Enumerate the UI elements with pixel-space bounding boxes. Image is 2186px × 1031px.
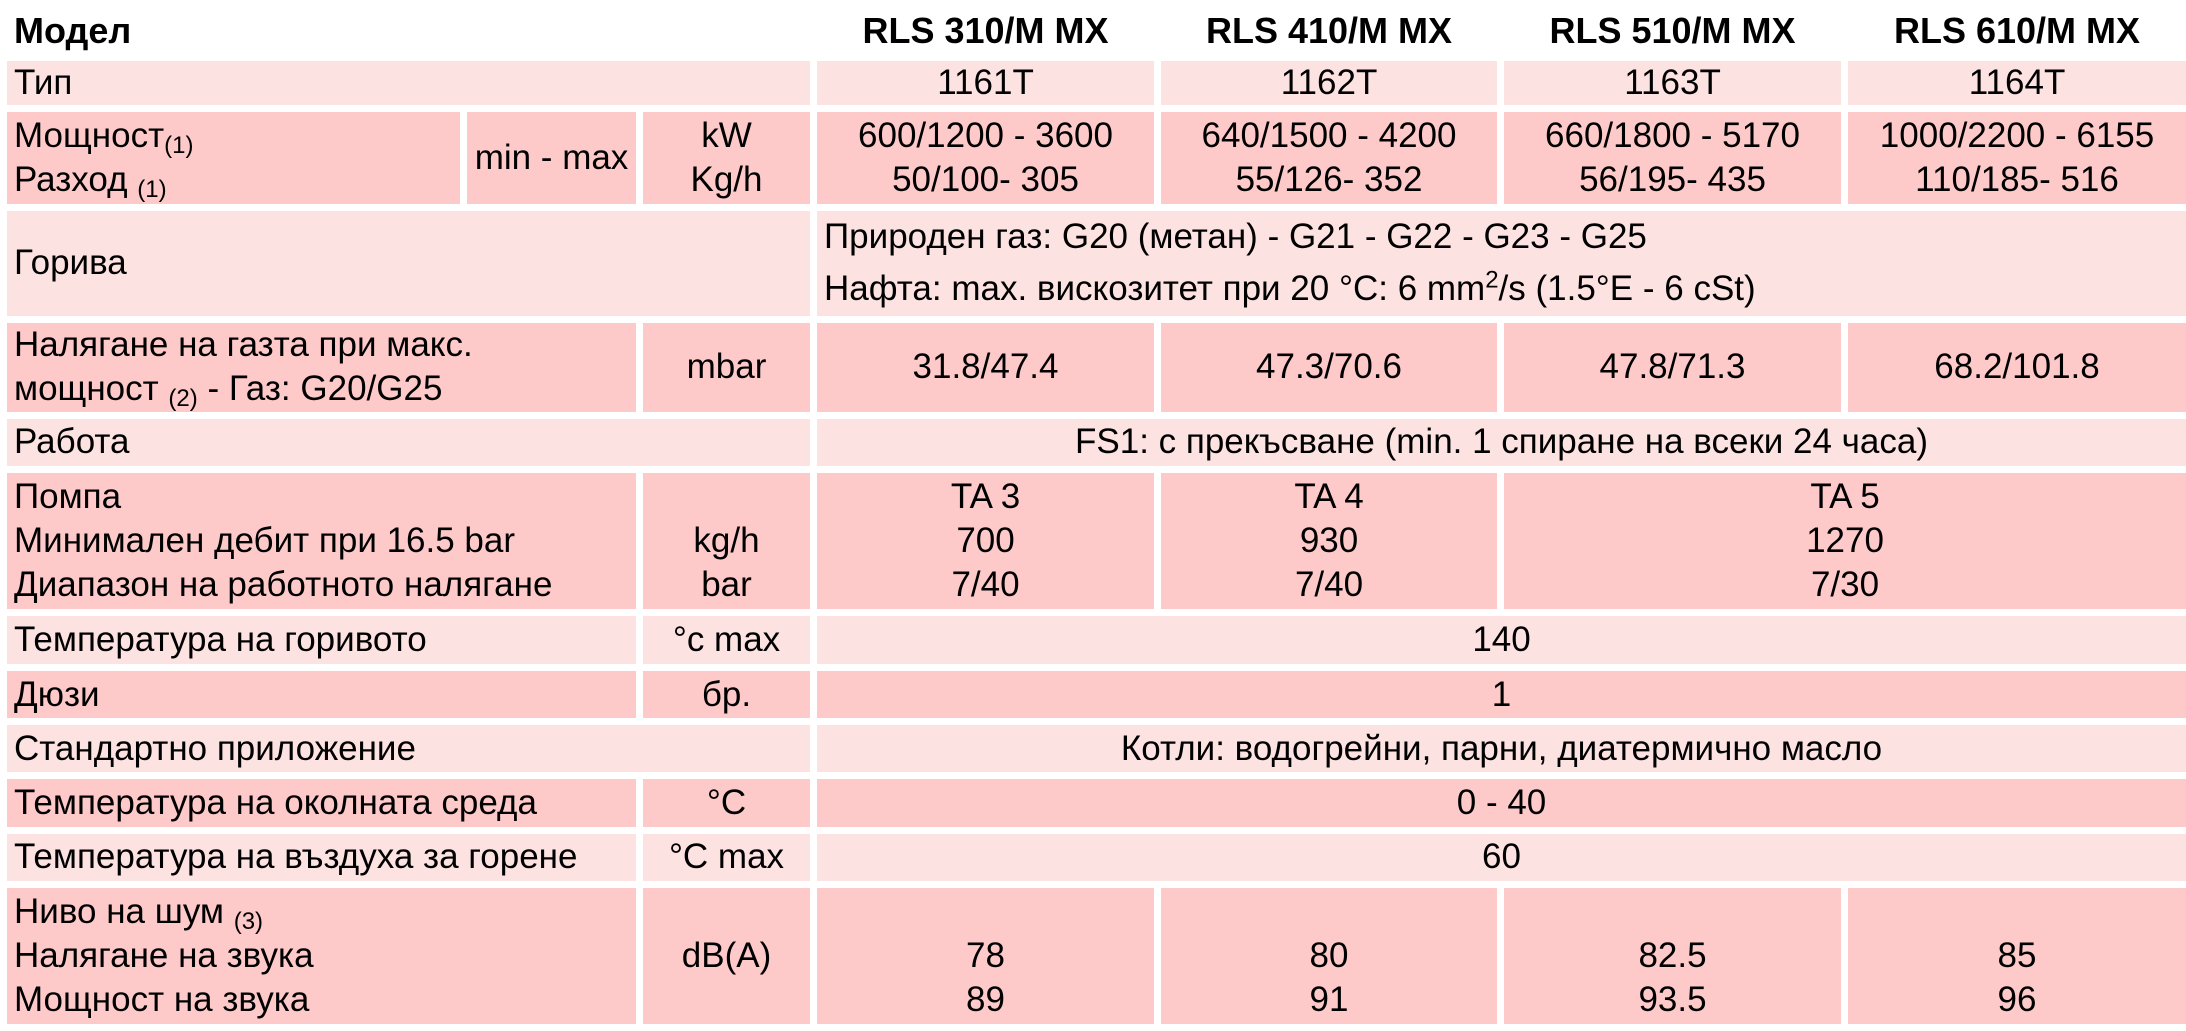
power-value: 660/1800 - 5170 56/195- 435 <box>1497 105 1849 212</box>
power-value: 640/1500 - 4200 55/126- 352 <box>1154 105 1505 212</box>
type-value: 1161T <box>810 54 1162 113</box>
type-label: Тип <box>0 54 818 113</box>
model-header: RLS 510/M MX <box>1497 0 1849 62</box>
noise-value: 82.5 93.5 <box>1497 880 1849 1031</box>
power-value: 600/1200 - 3600 50/100- 305 <box>810 105 1162 212</box>
noise-value: 80 91 <box>1154 880 1505 1031</box>
gas-pressure-value: 68.2/101.8 <box>1841 315 2186 419</box>
noise-label: Ниво на шум (3) Налягане на звука Мощнос… <box>0 880 643 1031</box>
model-header: RLS 610/M MX <box>1841 0 2186 62</box>
fuel-temp-label: Температура на горивото <box>0 609 643 672</box>
pump-unit: kg/h bar <box>635 465 818 617</box>
pump-value: TA 3 700 7/40 <box>810 465 1162 617</box>
operation-row: Работа FS1: с прекъсване (min. 1 спиране… <box>0 411 2186 473</box>
ambient-temp-value: 0 - 40 <box>810 772 2186 834</box>
type-value: 1163T <box>1497 54 1849 113</box>
model-label: Модел <box>0 0 818 62</box>
gas-pressure-value: 47.3/70.6 <box>1154 315 1505 419</box>
pump-row: Помпа Минимален дебит при 16.5 bar Диапа… <box>0 465 2186 617</box>
ambient-temp-label: Температура на околната среда <box>0 772 643 834</box>
pump-label: Помпа Минимален дебит при 16.5 bar Диапа… <box>0 465 643 617</box>
fuel-row: Горива Природен газ: G20 (метан) - G21 -… <box>0 204 2186 323</box>
ambient-temp-unit: °C <box>635 772 818 834</box>
air-temp-row: Температура на въздуха за горене °C max … <box>0 826 2186 888</box>
gas-pressure-unit: mbar <box>635 315 818 419</box>
noise-unit: dB(A) <box>635 880 818 1031</box>
model-header: RLS 410/M MX <box>1154 0 1505 62</box>
type-value: 1162T <box>1154 54 1505 113</box>
air-temp-label: Температура на въздуха за горене <box>0 826 643 888</box>
model-header: RLS 310/M MX <box>810 0 1162 62</box>
power-label: Мощност(1) Разход (1) <box>0 105 467 212</box>
fuel-temp-row: Температура на горивото °c max 140 <box>0 609 2186 672</box>
fuel-temp-unit: °c max <box>635 609 818 672</box>
gas-pressure-label: Налягане на газта при макс. мощност (2) … <box>0 315 643 419</box>
gas-pressure-value: 31.8/47.4 <box>810 315 1162 419</box>
noise-row: Ниво на шум (3) Налягане на звука Мощнос… <box>0 880 2186 1031</box>
power-unit: kW Kg/h <box>635 105 818 212</box>
fuel-temp-value: 140 <box>810 609 2186 672</box>
nozzles-value: 1 <box>810 664 2186 726</box>
power-row: Мощност(1) Разход (1) min - max kW Kg/h … <box>0 105 2186 212</box>
application-value: Котли: водогрейни, парни, диатермично ма… <box>810 718 2186 780</box>
header-row: Модел RLS 310/M MX RLS 410/M MX RLS 510/… <box>0 0 2186 62</box>
gas-pressure-value: 47.8/71.3 <box>1497 315 1849 419</box>
nozzles-label: Дюзи <box>0 664 643 726</box>
air-temp-value: 60 <box>810 826 2186 888</box>
operation-value: FS1: с прекъсване (min. 1 спиране на все… <box>810 411 2186 473</box>
air-temp-unit: °C max <box>635 826 818 888</box>
application-label: Стандартно приложение <box>0 718 818 780</box>
noise-value: 85 96 <box>1841 880 2186 1031</box>
fuel-label: Горива <box>0 204 818 323</box>
nozzles-row: Дюзи бр. 1 <box>0 664 2186 726</box>
pump-value: TA 5 1270 7/30 <box>1497 465 2186 617</box>
application-row: Стандартно приложение Котли: водогрейни,… <box>0 718 2186 780</box>
type-row: Тип 1161T 1162T 1163T 1164T <box>0 54 2186 113</box>
gas-pressure-row: Налягане на газта при макс. мощност (2) … <box>0 315 2186 419</box>
pump-value: TA 4 930 7/40 <box>1154 465 1505 617</box>
ambient-temp-row: Температура на околната среда °C 0 - 40 <box>0 772 2186 834</box>
fuel-value: Природен газ: G20 (метан) - G21 - G22 - … <box>810 204 2186 323</box>
type-value: 1164T <box>1841 54 2186 113</box>
operation-label: Работа <box>0 411 818 473</box>
noise-value: 78 89 <box>810 880 1162 1031</box>
power-range-label: min - max <box>460 105 643 212</box>
nozzles-unit: бр. <box>635 664 818 726</box>
power-value: 1000/2200 - 6155 110/185- 516 <box>1841 105 2186 212</box>
